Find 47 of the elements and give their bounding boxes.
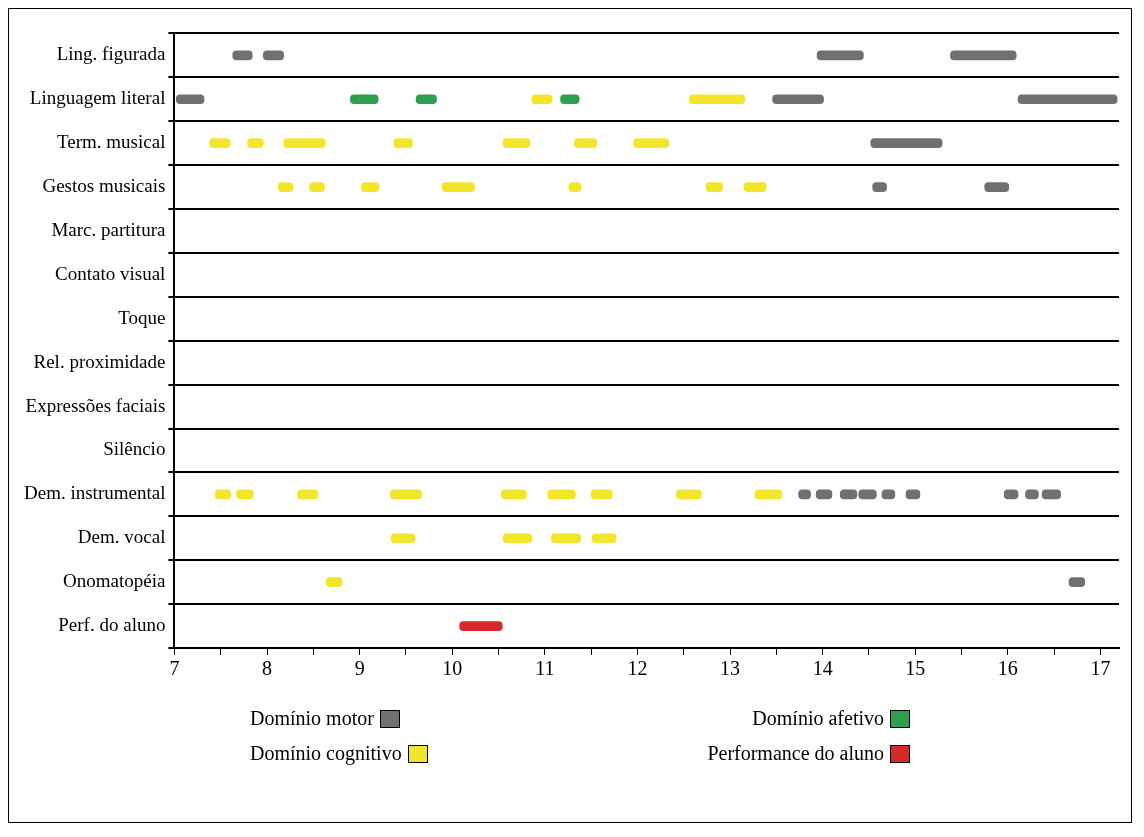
bar xyxy=(441,182,475,192)
bar xyxy=(816,50,864,61)
y-tick-label: Ling. figurada xyxy=(56,43,166,65)
legend-label: Domínio cognitivo xyxy=(250,742,402,765)
x-tick-label: 12 xyxy=(627,657,648,680)
x-tick-label: 17 xyxy=(1090,657,1111,680)
x-tick-label: 15 xyxy=(905,657,926,680)
bar xyxy=(459,621,503,631)
bar xyxy=(870,138,943,148)
legend-label: Domínio afetivo xyxy=(752,707,884,730)
bar xyxy=(754,489,783,500)
bar xyxy=(950,50,1017,61)
bar xyxy=(502,533,533,544)
y-tick-label: Marc. partitura xyxy=(51,218,166,240)
bar xyxy=(550,533,582,544)
bar xyxy=(389,489,422,500)
bar xyxy=(502,138,531,148)
y-tick-label: Linguagem literal xyxy=(29,87,166,109)
bar xyxy=(283,138,326,148)
bar xyxy=(688,94,746,105)
y-tick-label: Dem. instrumental xyxy=(23,482,166,504)
bar xyxy=(1017,94,1118,105)
legend-label: Domínio motor xyxy=(250,707,374,730)
x-tick-label: 9 xyxy=(354,657,365,680)
x-tick-label: 13 xyxy=(720,657,741,680)
y-tick-label: Term. musical xyxy=(56,131,166,153)
bar xyxy=(633,138,670,148)
y-tick-label: Gestos musicais xyxy=(42,175,166,197)
y-tick-label: Contato visual xyxy=(55,262,166,284)
bar xyxy=(350,94,379,105)
x-tick-label: 16 xyxy=(997,657,1018,680)
y-tick-label: Toque xyxy=(118,306,166,328)
x-tick-label: 11 xyxy=(535,657,555,680)
y-tick-label: Rel. proximidade xyxy=(33,350,166,372)
y-tick-label: Perf. do aluno xyxy=(58,614,166,636)
y-tick-label: Silêncio xyxy=(103,438,166,460)
y-tick-label: Dem. vocal xyxy=(77,526,166,548)
bar xyxy=(175,94,205,105)
x-tick-label: 7 xyxy=(169,657,180,680)
bar xyxy=(772,94,824,105)
legend-label: Performance do aluno xyxy=(707,742,884,765)
y-tick-label: Onomatopéia xyxy=(63,570,166,592)
y-tick-label: Expressões faciais xyxy=(25,394,166,416)
x-tick-label: 14 xyxy=(812,657,833,680)
x-tick-label: 10 xyxy=(442,657,463,680)
x-tick-label: 8 xyxy=(262,657,273,680)
bar xyxy=(547,489,576,500)
